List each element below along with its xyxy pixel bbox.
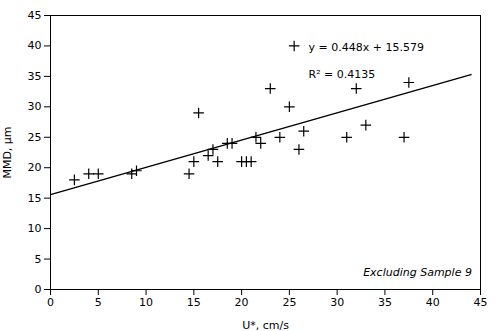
svg-text:30: 30 <box>330 296 344 309</box>
svg-text:y = 0.448x + 15.579: y = 0.448x + 15.579 <box>309 41 424 54</box>
svg-text:5: 5 <box>35 253 42 266</box>
svg-text:0: 0 <box>35 283 42 296</box>
svg-text:45: 45 <box>474 296 488 309</box>
svg-text:35: 35 <box>378 296 392 309</box>
svg-text:15: 15 <box>187 296 201 309</box>
svg-text:MMD, μm: MMD, μm <box>1 126 14 178</box>
svg-text:25: 25 <box>282 296 296 309</box>
svg-text:20: 20 <box>235 296 249 309</box>
svg-text:Excluding Sample 9: Excluding Sample 9 <box>363 266 472 279</box>
svg-text:5: 5 <box>95 296 102 309</box>
svg-text:10: 10 <box>139 296 153 309</box>
svg-text:45: 45 <box>28 9 42 22</box>
svg-text:40: 40 <box>426 296 440 309</box>
svg-text:25: 25 <box>28 131 42 144</box>
svg-text:10: 10 <box>28 222 42 235</box>
svg-text:30: 30 <box>28 100 42 113</box>
svg-text:U*, cm/s: U*, cm/s <box>242 319 289 331</box>
svg-text:20: 20 <box>28 161 42 174</box>
svg-text:0: 0 <box>47 296 54 309</box>
svg-text:35: 35 <box>28 70 42 83</box>
svg-text:R² = 0.4135: R² = 0.4135 <box>309 68 376 81</box>
svg-text:15: 15 <box>28 192 42 205</box>
svg-text:40: 40 <box>28 39 42 52</box>
